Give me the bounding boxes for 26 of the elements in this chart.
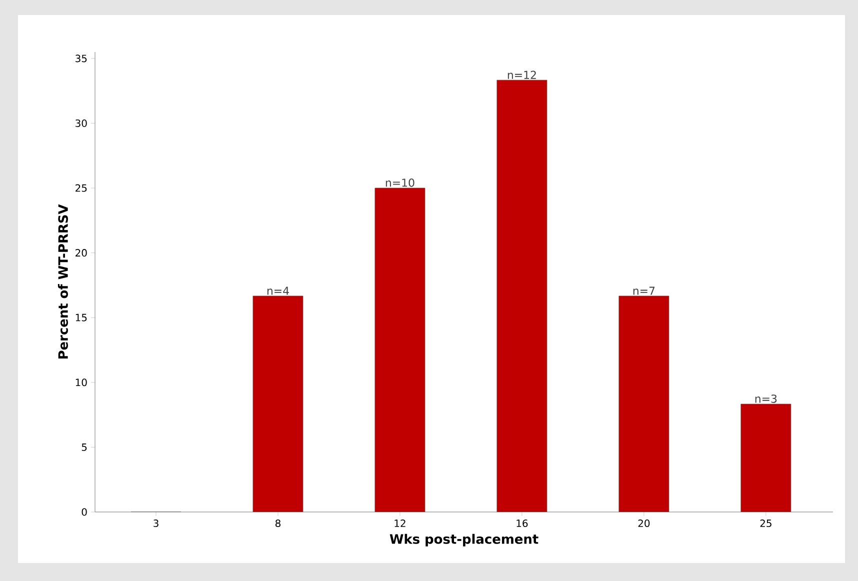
y-tick-label: 15 [76, 314, 87, 322]
bar [740, 404, 792, 512]
annotation: n=10 [386, 178, 414, 187]
x-tick-label: 16 [516, 519, 528, 528]
annotation: n=4 [267, 286, 289, 295]
y-tick-label: 25 [76, 184, 87, 192]
bar [374, 188, 426, 512]
x-tick-label: 8 [275, 519, 280, 528]
x-axis-title: Wks post-placement [390, 534, 538, 546]
x-tick-label: 25 [760, 519, 772, 528]
annotation: n=12 [508, 70, 536, 79]
y-tick-label: 10 [76, 378, 87, 386]
bar [496, 80, 548, 512]
y-tick-label: 0 [82, 508, 87, 516]
annotation: n=3 [755, 394, 777, 403]
x-tick-label: 3 [154, 519, 158, 528]
x-tick-label: 20 [638, 519, 650, 528]
y-tick-label: 35 [76, 54, 87, 62]
bar [618, 296, 670, 512]
y-tick-label: 20 [76, 249, 87, 257]
y-axis-title: Percent of WT-PRRSV [58, 204, 68, 359]
y-tick-label: 30 [76, 119, 87, 128]
x-tick-label: 12 [394, 519, 406, 527]
annotation: n=7 [633, 286, 655, 295]
bar [252, 296, 304, 512]
y-tick-label: 5 [82, 443, 87, 451]
